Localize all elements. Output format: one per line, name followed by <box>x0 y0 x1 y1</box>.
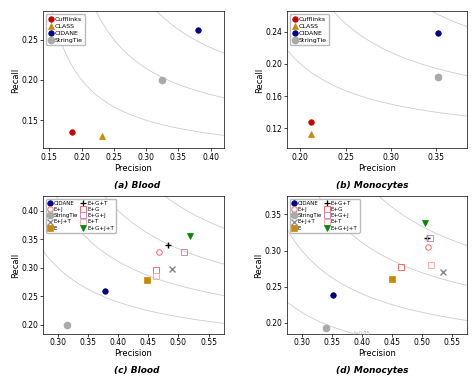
Text: (b) Monocytes: (b) Monocytes <box>335 181 407 190</box>
Text: (a) Blood: (a) Blood <box>114 181 160 190</box>
X-axis label: Precision: Precision <box>114 164 152 173</box>
Y-axis label: Recall: Recall <box>10 252 20 277</box>
Legend: CIDANE, E+J, StringTie, E+J+T, E, E+G+T, E+G, E+G+J, E+T, E+G+J+T: CIDANE, E+J, StringTie, E+J+T, E, E+G+T,… <box>289 199 359 233</box>
Text: (c) Blood: (c) Blood <box>114 366 159 375</box>
X-axis label: Precision: Precision <box>114 349 152 358</box>
Text: f=0.25: f=0.25 <box>354 331 370 336</box>
X-axis label: Precision: Precision <box>357 164 395 173</box>
Text: (d) Monocytes: (d) Monocytes <box>335 366 407 375</box>
Legend: Cufflinks, CLASS, CIDANE, StringTie: Cufflinks, CLASS, CIDANE, StringTie <box>289 14 328 45</box>
Legend: CIDANE, E+J, StringTie, E+J+T, E, E+G+T, E+G, E+G+J, E+T, E+G+J+T: CIDANE, E+J, StringTie, E+J+T, E, E+G+T,… <box>46 199 116 233</box>
Y-axis label: Recall: Recall <box>254 67 263 92</box>
X-axis label: Precision: Precision <box>357 349 395 358</box>
Legend: Cufflinks, CLASS, CIDANE, StringTie: Cufflinks, CLASS, CIDANE, StringTie <box>46 14 85 45</box>
Y-axis label: Recall: Recall <box>11 67 20 92</box>
Y-axis label: Recall: Recall <box>254 252 263 277</box>
